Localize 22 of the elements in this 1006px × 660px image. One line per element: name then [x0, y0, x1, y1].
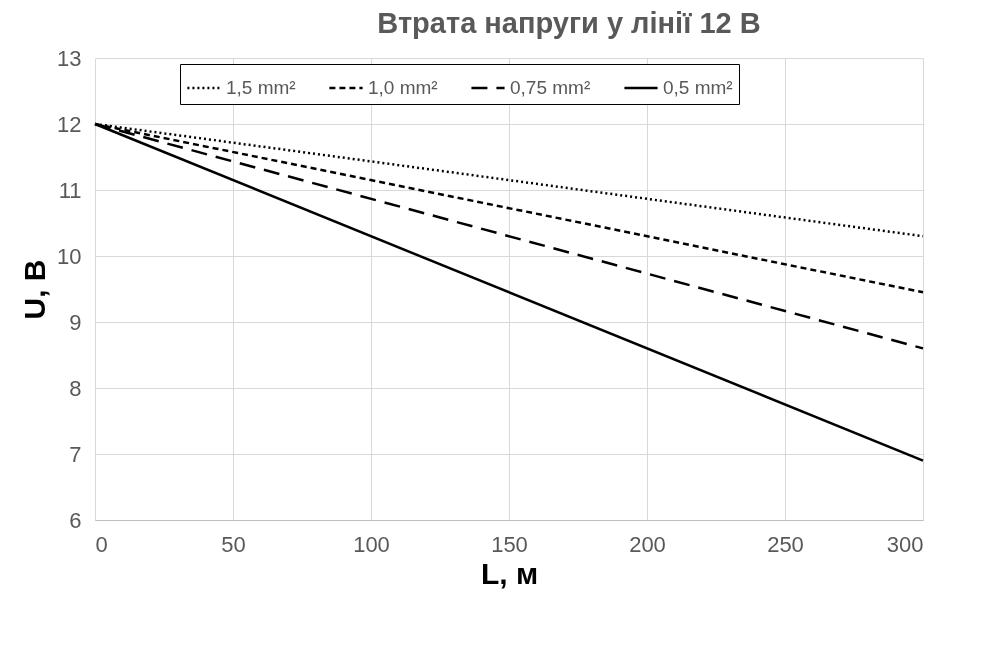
x-tick-label: 50 [221, 531, 246, 557]
y-tick-label: 7 [69, 441, 82, 467]
y-tick-label: 13 [57, 45, 82, 71]
x-tick-label: 100 [353, 531, 390, 557]
x-tick-label: 0 [95, 531, 108, 557]
x-axis-title: L, м [480, 556, 539, 590]
legend-label: 1,0 mm² [368, 77, 438, 98]
x-tick-label: 300 [886, 531, 924, 557]
y-tick-label: 8 [69, 375, 82, 401]
y-tick-label: 12 [57, 111, 82, 137]
y-axis-title: U, B [18, 259, 52, 320]
y-tick-label: 11 [58, 177, 82, 203]
y-tick-label: 6 [69, 507, 82, 533]
x-tick-label: 200 [629, 531, 666, 557]
legend-label: 0,75 mm² [510, 77, 591, 98]
y-tick-label: 9 [69, 309, 82, 335]
legend-label: 0,5 mm² [663, 77, 733, 98]
legend-label: 1,5 mm² [226, 77, 296, 98]
chart-title: Втрата напруги у лінії 12 В [377, 7, 761, 39]
x-tick-label: 250 [767, 531, 804, 557]
x-tick-label: 150 [491, 531, 528, 557]
y-tick-label: 10 [57, 243, 82, 269]
